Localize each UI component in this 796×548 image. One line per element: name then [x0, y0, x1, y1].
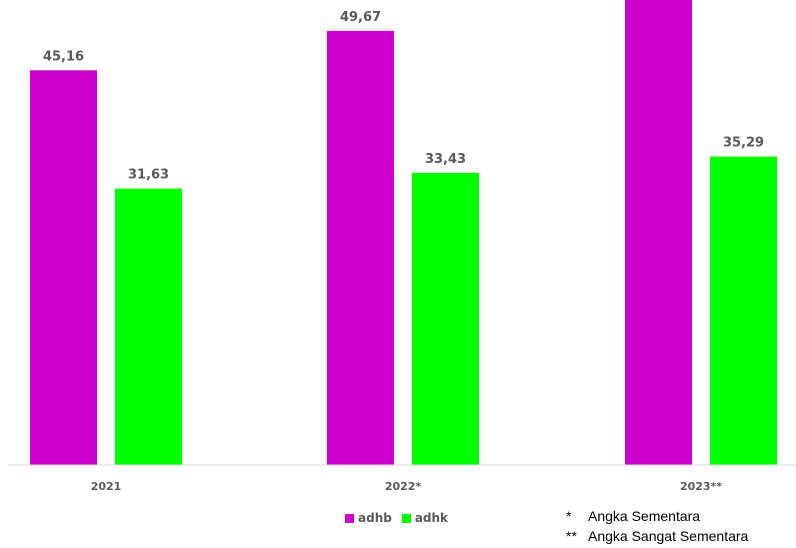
- legend-swatch-adhk: [401, 513, 411, 523]
- bar-adhb-2: [625, 0, 692, 465]
- legend-item-adhb: adhb: [345, 511, 392, 525]
- footnote-1-mark: *: [566, 508, 572, 524]
- bar-adhk-0: [115, 188, 182, 465]
- value-label-adhk-1: 33,43: [425, 152, 466, 167]
- bar-adhk-1: [412, 172, 479, 466]
- value-label-adhk-2: 35,29: [723, 136, 764, 151]
- legend-item-adhk: adhk: [401, 511, 449, 525]
- value-label-adhb-1: 49,67: [340, 10, 381, 25]
- x-tick-label-2: 2023**: [680, 480, 722, 493]
- footnote-2: ** Angka Sangat Sementara: [566, 526, 748, 546]
- legend-label-adhk: adhk: [414, 511, 449, 525]
- value-label-adhk-0: 31,63: [128, 168, 169, 183]
- bar-adhb-1: [327, 30, 394, 466]
- x-tick-label-0: 2021: [91, 480, 122, 493]
- footnote-2-text: Angka Sangat Sementara: [588, 528, 749, 544]
- legend-label-adhb: adhb: [358, 511, 392, 525]
- footnotes: * Angka Sementara ** Angka Sangat Sementar…: [566, 506, 748, 546]
- x-tick-label-1: 2022*: [385, 480, 422, 493]
- footnote-1: * Angka Sementara: [566, 506, 748, 526]
- footnote-1-text: Angka Sementara: [588, 508, 701, 524]
- bar-adhb-0: [30, 70, 97, 465]
- x-tick-labels: 2021 2022* 2023**: [91, 480, 723, 493]
- bars-group: [30, 0, 777, 466]
- bar-adhk-2: [710, 156, 777, 465]
- legend-swatch-adhb: [345, 513, 354, 523]
- footnote-2-mark: **: [566, 528, 577, 544]
- value-label-adhb-0: 45,16: [43, 49, 84, 64]
- legend: adhb adhk: [345, 511, 448, 525]
